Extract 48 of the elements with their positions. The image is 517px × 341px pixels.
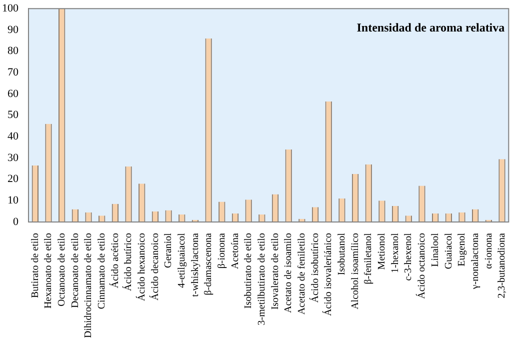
x-tick-label: Geraniol bbox=[163, 232, 174, 268]
x-tick-label: Ácido decanoico bbox=[148, 233, 161, 301]
x-tick-label: Acetato de isoamilo bbox=[283, 233, 294, 314]
x-tick-label: Hexanoato de etilo bbox=[43, 233, 54, 309]
x-tick-label: t-whiskylactona bbox=[190, 232, 201, 297]
y-tick-label: 50 bbox=[8, 109, 19, 122]
y-tick-label: 30 bbox=[8, 152, 19, 164]
x-tick-label: Linalool bbox=[430, 232, 441, 267]
x-tick-label: α-ionona bbox=[483, 232, 494, 269]
x-tick-label: Isobutirato de etilo bbox=[243, 233, 254, 309]
x-tick-label: Ácido octanoico bbox=[416, 233, 428, 299]
x-tick-label: β-feniletanol bbox=[363, 232, 374, 284]
y-tick-label: 40 bbox=[8, 130, 19, 143]
y-tick-label: 60 bbox=[8, 88, 19, 100]
y-tick-label: 90 bbox=[8, 24, 19, 36]
y-tick-label: 20 bbox=[8, 173, 19, 186]
x-tick-label: Octanoato de etilo bbox=[56, 233, 68, 306]
x-tick-label: 4-etilguaiacol bbox=[176, 232, 188, 288]
x-tick-label: 2,3-butanodiona bbox=[496, 232, 508, 298]
x-tick-label: Ácido hexanoico bbox=[135, 233, 148, 302]
y-tick-label: 80 bbox=[8, 45, 19, 58]
x-tick-label: 1-hexanol bbox=[390, 232, 401, 274]
x-tick-label: c-3-hexenol bbox=[403, 232, 414, 281]
y-tick-label: 10 bbox=[8, 194, 19, 207]
x-tick-label: Ácido butírico bbox=[122, 233, 134, 292]
x-tick-label: Ácido acético bbox=[108, 233, 121, 288]
x-tick-label: Guaiacol bbox=[443, 232, 454, 270]
x-tick-label: Decanoato de etilo bbox=[70, 233, 81, 308]
text: Intensidad de aroma relativa bbox=[356, 20, 505, 35]
x-tick-label: β-damascenona bbox=[203, 232, 214, 296]
x-tick-label: Eugenol bbox=[456, 232, 468, 266]
y-tick-label: 100 bbox=[2, 2, 19, 14]
x-tick-label: Acetato de feniletilo bbox=[296, 233, 308, 315]
x-tick-label: Ácido isobutírico bbox=[308, 233, 321, 303]
x-tick-label: Acetoína bbox=[230, 232, 241, 270]
y-tick-label: 0 bbox=[13, 216, 19, 228]
x-tick-label: Dihidrocinnamato de etilo bbox=[83, 233, 94, 338]
x-tick-label: Ácido isovaleriánico bbox=[322, 233, 334, 316]
x-tick-label: Butirato de etilo bbox=[30, 233, 41, 298]
x-tick-label: Cinnamato de etilo bbox=[96, 233, 108, 310]
x-tick-label: Isovalerato de etilo bbox=[270, 233, 281, 310]
x-tick-label: Metionol bbox=[376, 232, 388, 270]
x-tick-label: Alcohol isoamílico bbox=[350, 233, 361, 310]
x-tick-label: β-ionona bbox=[216, 232, 228, 269]
x-tick-label: γ-nonalactona bbox=[470, 232, 481, 290]
y-tick-label: 70 bbox=[8, 66, 19, 79]
x-tick-label: Isobutanol bbox=[336, 232, 348, 276]
x-tick-label: 3-metilbutirato de etilo bbox=[256, 233, 268, 326]
